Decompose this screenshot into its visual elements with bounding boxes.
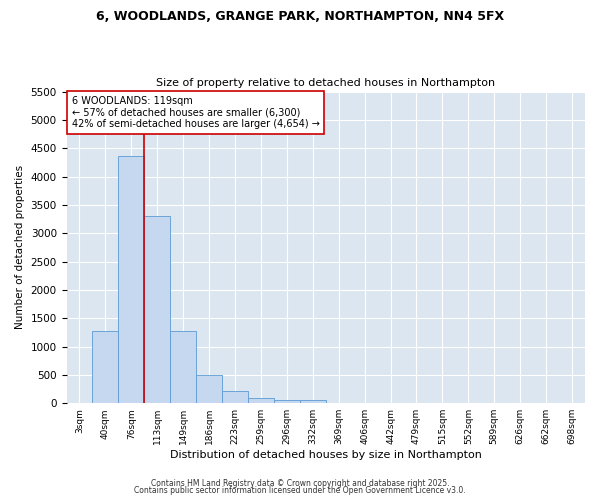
Text: 6, WOODLANDS, GRANGE PARK, NORTHAMPTON, NN4 5FX: 6, WOODLANDS, GRANGE PARK, NORTHAMPTON, … bbox=[96, 10, 504, 23]
Bar bbox=[92, 331, 118, 403]
Bar bbox=[300, 400, 326, 403]
Text: Contains HM Land Registry data © Crown copyright and database right 2025.: Contains HM Land Registry data © Crown c… bbox=[151, 478, 449, 488]
Text: 6 WOODLANDS: 119sqm
← 57% of detached houses are smaller (6,300)
42% of semi-det: 6 WOODLANDS: 119sqm ← 57% of detached ho… bbox=[72, 96, 320, 130]
Bar bbox=[144, 216, 170, 403]
Bar bbox=[248, 398, 274, 403]
Text: Contains public sector information licensed under the Open Government Licence v3: Contains public sector information licen… bbox=[134, 486, 466, 495]
Bar bbox=[274, 400, 300, 403]
Bar bbox=[222, 390, 248, 403]
Title: Size of property relative to detached houses in Northampton: Size of property relative to detached ho… bbox=[156, 78, 496, 88]
Bar bbox=[170, 330, 196, 403]
Y-axis label: Number of detached properties: Number of detached properties bbox=[15, 166, 25, 330]
X-axis label: Distribution of detached houses by size in Northampton: Distribution of detached houses by size … bbox=[170, 450, 482, 460]
Bar bbox=[118, 156, 144, 403]
Bar bbox=[196, 375, 222, 403]
